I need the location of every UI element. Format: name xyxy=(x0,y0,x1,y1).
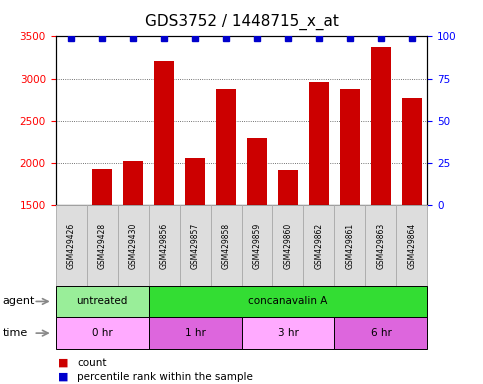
Text: GSM429428: GSM429428 xyxy=(98,223,107,269)
Bar xyxy=(247,138,267,205)
Text: count: count xyxy=(77,358,107,368)
Text: ■: ■ xyxy=(58,358,69,368)
Text: GSM429856: GSM429856 xyxy=(159,223,169,269)
Bar xyxy=(123,161,143,205)
Text: GSM429859: GSM429859 xyxy=(253,223,261,269)
Bar xyxy=(340,89,360,205)
Bar xyxy=(185,158,205,205)
Text: GSM429430: GSM429430 xyxy=(128,223,138,269)
Text: 3 hr: 3 hr xyxy=(278,328,298,338)
Text: untreated: untreated xyxy=(76,296,128,306)
Text: GSM429864: GSM429864 xyxy=(408,223,416,269)
Bar xyxy=(216,89,236,205)
Bar xyxy=(402,98,422,205)
Text: time: time xyxy=(2,328,28,338)
Text: GSM429426: GSM429426 xyxy=(67,223,75,269)
Bar xyxy=(371,46,391,205)
Bar xyxy=(92,169,112,205)
Text: ■: ■ xyxy=(58,372,69,382)
Text: agent: agent xyxy=(2,296,35,306)
Bar xyxy=(278,170,298,205)
Text: GSM429861: GSM429861 xyxy=(345,223,355,269)
Text: percentile rank within the sample: percentile rank within the sample xyxy=(77,372,253,382)
Text: 6 hr: 6 hr xyxy=(370,328,391,338)
Text: GSM429860: GSM429860 xyxy=(284,223,293,269)
Text: GSM429863: GSM429863 xyxy=(376,223,385,269)
Text: 0 hr: 0 hr xyxy=(92,328,113,338)
Text: 1 hr: 1 hr xyxy=(185,328,205,338)
Text: GSM429857: GSM429857 xyxy=(190,223,199,269)
Text: GSM429858: GSM429858 xyxy=(222,223,230,269)
Bar xyxy=(154,61,174,205)
Text: GDS3752 / 1448715_x_at: GDS3752 / 1448715_x_at xyxy=(144,13,339,30)
Text: GSM429862: GSM429862 xyxy=(314,223,324,269)
Text: concanavalin A: concanavalin A xyxy=(248,296,327,306)
Bar xyxy=(309,82,329,205)
